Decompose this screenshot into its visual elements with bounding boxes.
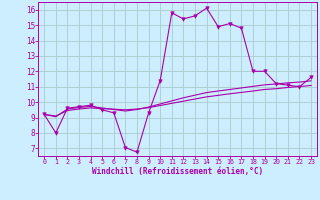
X-axis label: Windchill (Refroidissement éolien,°C): Windchill (Refroidissement éolien,°C) (92, 167, 263, 176)
